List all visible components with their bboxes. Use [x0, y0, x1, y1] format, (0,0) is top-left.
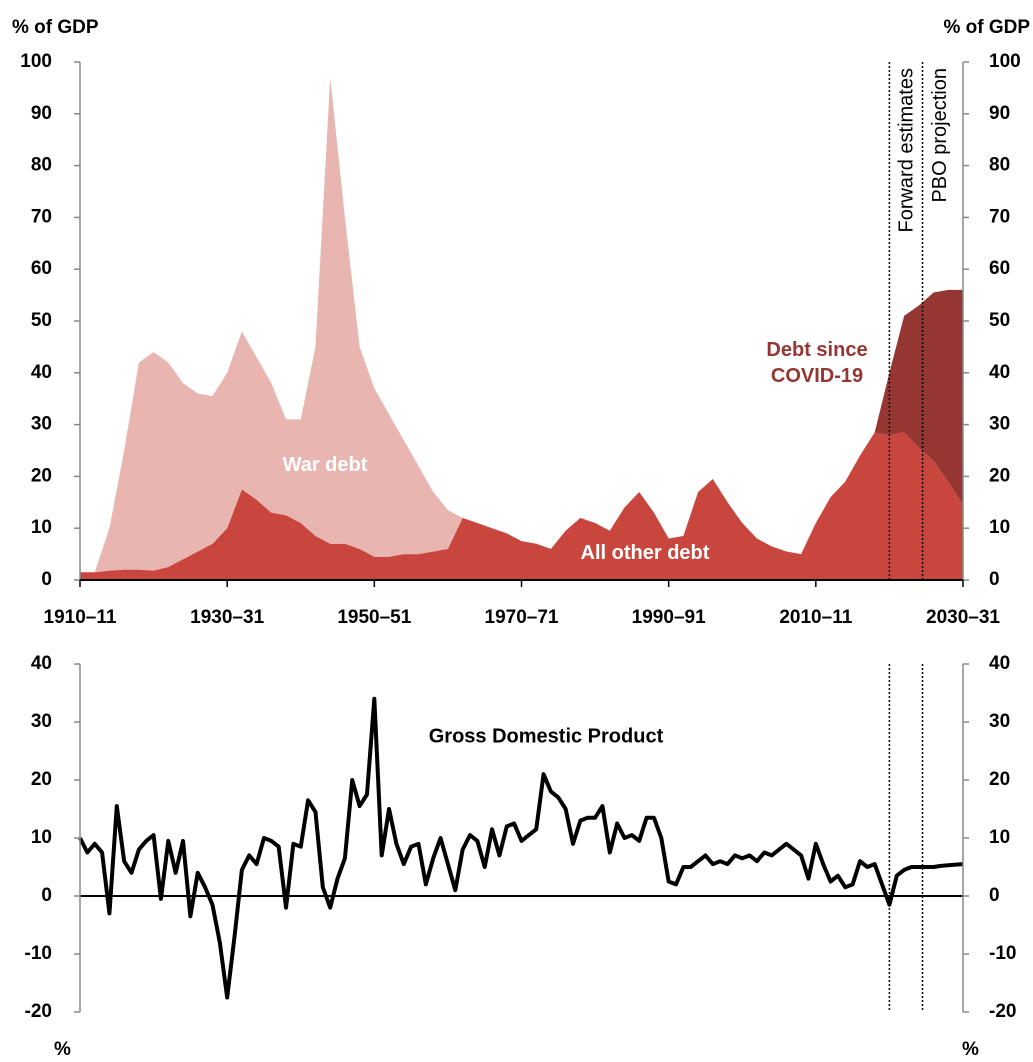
series-label: All other debt [580, 542, 710, 564]
y2-tick-label: 30 [989, 414, 1010, 435]
area [80, 77, 963, 573]
area [80, 432, 963, 580]
y2-tick-label: 70 [989, 206, 1010, 227]
y2-tick-label: 20 [989, 769, 1010, 790]
y2-tick-label: -10 [989, 943, 1016, 964]
y-tick-label: 50 [31, 310, 52, 331]
x-tick-label: 2010–11 [779, 607, 852, 628]
reference-label: Forward estimates [896, 68, 918, 233]
y-tick-label: 40 [31, 653, 52, 674]
y2-tick-label: 80 [989, 155, 1010, 176]
y-tick-label: -20 [25, 1001, 52, 1022]
y-tick-label: 90 [31, 103, 52, 124]
y-tick-label: -10 [25, 943, 52, 964]
y-tick-label: 20 [31, 769, 52, 790]
reference-label: PBO projection [929, 68, 951, 203]
y2-tick-label: 40 [989, 653, 1010, 674]
x-tick-label: 1990–91 [632, 607, 706, 628]
y-tick-label: 40 [31, 362, 52, 383]
y2-tick-label: 90 [989, 103, 1010, 124]
y2-tick-label: 50 [989, 310, 1010, 331]
series-label: Gross Domestic Product [429, 725, 664, 747]
y-tick-label: 20 [31, 465, 52, 486]
y2-tick-label: -20 [989, 1001, 1016, 1022]
y2-tick-label: 30 [989, 711, 1010, 732]
line [78, 696, 964, 1000]
y-tick-label: 60 [31, 258, 52, 279]
y-tick-label: 0 [41, 569, 52, 590]
y2-tick-label: 60 [989, 258, 1010, 279]
series-label: Debt since COVID-19 [766, 339, 868, 387]
y-tick-label: 10 [31, 827, 52, 848]
x-tick-label: 1970–71 [485, 607, 559, 628]
y2-axis-title: % of GDP [943, 17, 1030, 38]
x-tick-label: 1950–51 [337, 607, 411, 628]
y-tick-label: 10 [31, 517, 52, 538]
y2-tick-label: 20 [989, 465, 1010, 486]
y-axis-title: % of GDP [12, 17, 99, 38]
y2-tick-label: 10 [989, 827, 1010, 848]
y2-tick-label: 0 [989, 569, 1000, 590]
y-tick-label: 70 [31, 206, 52, 227]
y-tick-label: 30 [31, 414, 52, 435]
x-tick-label: 1910–11 [44, 607, 117, 628]
y-tick-label: 80 [31, 155, 52, 176]
y-tick-label: 0 [41, 885, 52, 906]
x-tick-label: 2030–31 [926, 607, 1000, 628]
y2-tick-label: 10 [989, 517, 1010, 538]
y2-tick-label: 40 [989, 362, 1010, 383]
y2-tick-label: 0 [989, 885, 1000, 906]
y2-axis-title: % [962, 1039, 979, 1060]
series-label: War debt [282, 454, 368, 476]
y-tick-label: 30 [31, 711, 52, 732]
y-axis-title: % [54, 1039, 71, 1060]
y-tick-label: 100 [20, 51, 52, 72]
y2-tick-label: 100 [989, 51, 1021, 72]
x-tick-label: 1930–31 [190, 607, 264, 628]
